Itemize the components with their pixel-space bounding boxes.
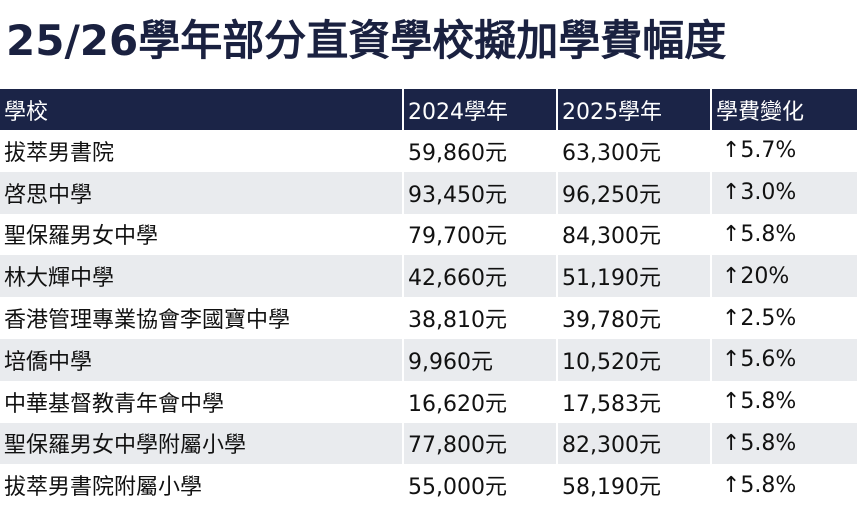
fee-2024-cell: 55,000元 <box>403 464 558 507</box>
fee-2025-cell: 39,780元 <box>557 297 712 339</box>
table-row: 林大輝中學 42,660元 51,190元 ↑20% <box>0 255 857 298</box>
school-name-cell: 香港管理專業協會李國寶中學 <box>0 297 404 339</box>
fee-2025-cell: 10,520元 <box>557 338 712 381</box>
column-header-2024: 2024學年 <box>403 89 558 130</box>
table-row: 聖保羅男女中學附屬小學 77,800元 82,300元 ↑5.8% <box>0 422 857 465</box>
fee-table: 學校 2024學年 2025學年 學費變化 拔萃男書院 59,860元 63,3… <box>0 89 857 507</box>
column-header-school: 學校 <box>0 89 404 130</box>
column-header-2025: 2025學年 <box>557 89 712 130</box>
fee-2025-cell: 51,190元 <box>557 255 712 298</box>
fee-2025-cell: 17,583元 <box>557 380 712 423</box>
fee-change-cell: ↑5.8% <box>711 422 857 465</box>
table-row: 培僑中學 9,960元 10,520元 ↑5.6% <box>0 338 857 381</box>
fee-2025-cell: 84,300元 <box>557 213 712 256</box>
fee-2025-cell: 96,250元 <box>557 171 712 214</box>
fee-change-cell: ↑5.7% <box>711 130 857 172</box>
table-row: 中華基督教青年會中學 16,620元 17,583元 ↑5.8% <box>0 380 857 423</box>
fee-change-cell: ↑5.8% <box>711 464 857 507</box>
fee-2024-cell: 38,810元 <box>403 297 558 339</box>
fee-change-cell: ↑2.5% <box>711 297 857 339</box>
fee-2024-cell: 77,800元 <box>403 422 558 465</box>
column-header-change: 學費變化 <box>711 89 857 130</box>
school-name-cell: 聖保羅男女中學附屬小學 <box>0 422 404 465</box>
fee-2024-cell: 79,700元 <box>403 213 558 256</box>
table-body: 拔萃男書院 59,860元 63,300元 ↑5.7% 啓思中學 93,450元… <box>0 130 857 507</box>
school-name-cell: 中華基督教青年會中學 <box>0 380 404 423</box>
table-header: 學校 2024學年 2025學年 學費變化 <box>0 89 857 130</box>
table-row: 拔萃男書院 59,860元 63,300元 ↑5.7% <box>0 130 857 172</box>
fee-2024-cell: 93,450元 <box>403 171 558 214</box>
school-name-cell: 拔萃男書院附屬小學 <box>0 464 404 507</box>
school-name-cell: 林大輝中學 <box>0 255 404 298</box>
page-title: 25/26學年部分直資學校擬加學費幅度 <box>6 16 727 65</box>
school-name-cell: 拔萃男書院 <box>0 130 404 172</box>
table-row: 拔萃男書院附屬小學 55,000元 58,190元 ↑5.8% <box>0 464 857 507</box>
fee-2025-cell: 58,190元 <box>557 464 712 507</box>
fee-change-cell: ↑5.8% <box>711 213 857 256</box>
fee-change-cell: ↑5.8% <box>711 380 857 423</box>
school-name-cell: 啓思中學 <box>0 171 404 214</box>
fee-2024-cell: 16,620元 <box>403 380 558 423</box>
table-row: 香港管理專業協會李國寶中學 38,810元 39,780元 ↑2.5% <box>0 297 857 339</box>
school-name-cell: 聖保羅男女中學 <box>0 213 404 256</box>
fee-2024-cell: 42,660元 <box>403 255 558 298</box>
fee-2025-cell: 82,300元 <box>557 422 712 465</box>
fee-2025-cell: 63,300元 <box>557 130 712 172</box>
fee-change-cell: ↑5.6% <box>711 338 857 381</box>
fee-2024-cell: 59,860元 <box>403 130 558 172</box>
table-row: 啓思中學 93,450元 96,250元 ↑3.0% <box>0 171 857 214</box>
table-row: 聖保羅男女中學 79,700元 84,300元 ↑5.8% <box>0 213 857 256</box>
fee-change-cell: ↑3.0% <box>711 171 857 214</box>
fee-change-cell: ↑20% <box>711 255 857 298</box>
school-name-cell: 培僑中學 <box>0 338 404 381</box>
header-row: 學校 2024學年 2025學年 學費變化 <box>0 89 857 130</box>
fee-2024-cell: 9,960元 <box>403 338 558 381</box>
